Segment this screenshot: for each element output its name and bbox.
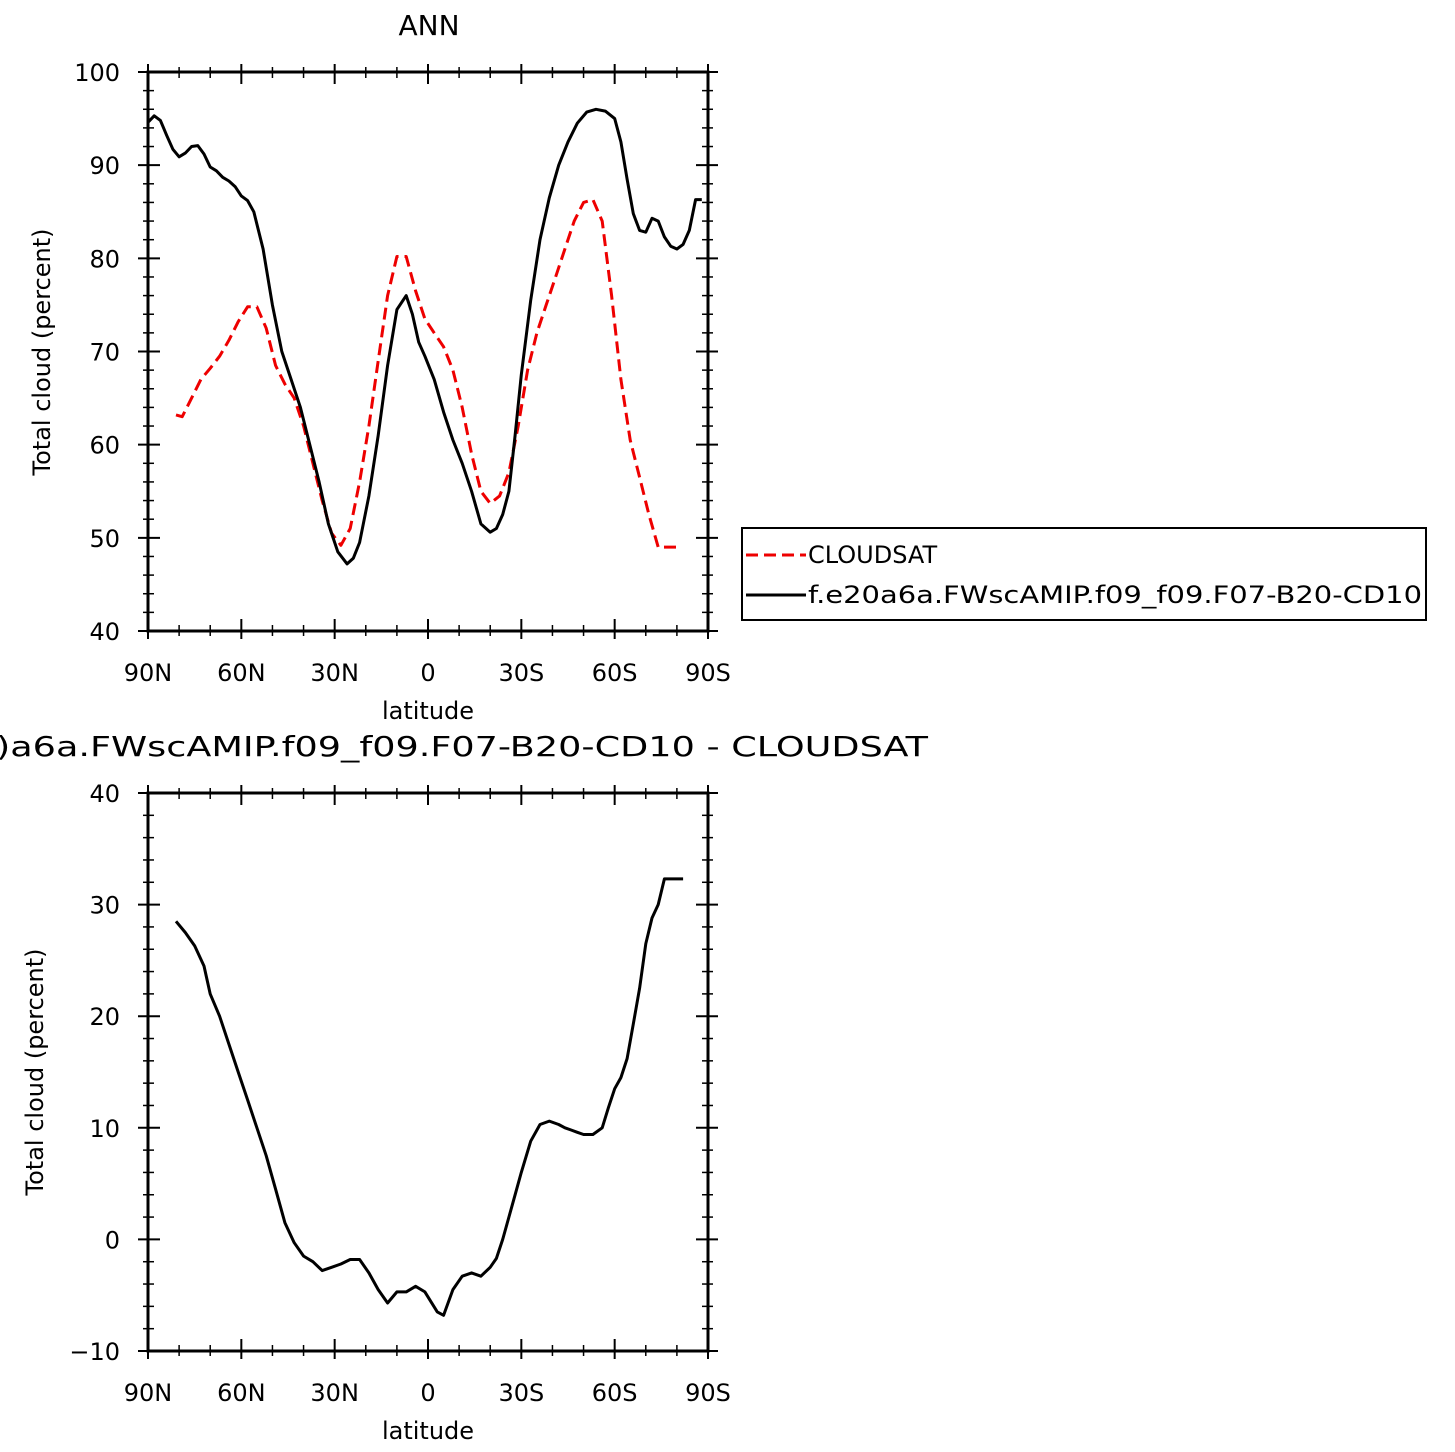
top-x-tick-label: 30S: [498, 659, 544, 687]
bottom-axis-ticks: [138, 785, 718, 1359]
bottom-x-axis-label: latitude: [382, 1417, 474, 1445]
top-y-tick-label: 60: [89, 432, 120, 460]
top-y-axis-label: Total cloud (percent): [28, 229, 56, 477]
top-axis-ticks: [138, 64, 718, 639]
bottom-x-tick-label: 90N: [124, 1379, 173, 1407]
top-x-axis-label: latitude: [382, 697, 474, 725]
top-y-tick-label: 80: [89, 245, 120, 273]
bottom-y-tick-label: 20: [89, 1003, 120, 1031]
top-series-line-model: [146, 107, 702, 566]
top-plot-title: ANN: [398, 9, 459, 42]
top-x-tick-label: 90N: [124, 659, 173, 687]
top-y-tick-labels: 40 50 60 70 80 90 100: [74, 59, 120, 646]
bottom-x-tick-label: 60S: [592, 1379, 638, 1407]
bottom-y-axis-label: Total cloud (percent): [21, 949, 49, 1197]
bottom-plot-title: )a6a.FWscAMIP.f09_f09.F07-B20-CD10 - CLO…: [0, 730, 929, 763]
top-x-tick-label: 60N: [217, 659, 266, 687]
top-x-tick-label: 60S: [592, 659, 638, 687]
bottom-y-tick-label: −10: [69, 1338, 120, 1366]
bottom-y-tick-label: 40: [89, 780, 120, 808]
bottom-series-group: [174, 877, 684, 1317]
top-x-tick-label: 90S: [685, 659, 731, 687]
bottom-x-tick-labels: 90N 60N 30N 0 30S 60S 90S: [124, 1379, 731, 1407]
bottom-series-line-model: [174, 877, 684, 1317]
top-y-tick-label: 50: [89, 525, 120, 553]
bottom-panel: )a6a.FWscAMIP.f09_f09.F07-B20-CD10 - CLO…: [0, 730, 929, 1445]
bottom-y-tick-label: 10: [89, 1115, 120, 1143]
top-y-tick-label: 100: [74, 59, 120, 87]
top-x-tick-label: 30N: [310, 659, 359, 687]
legend-box: [741, 527, 1427, 621]
bottom-y-tick-label: 30: [89, 892, 120, 920]
bottom-x-tick-label: 90S: [685, 1379, 731, 1407]
top-y-tick-label: 40: [89, 618, 120, 646]
bottom-x-tick-label: 60N: [217, 1379, 266, 1407]
bottom-x-tick-label: 30N: [310, 1379, 359, 1407]
legend-label-cloudsat: CLOUDSAT: [808, 541, 937, 569]
bottom-x-tick-label: 0: [420, 1379, 435, 1407]
bottom-y-tick-label: 0: [105, 1226, 120, 1254]
top-y-tick-label: 90: [89, 152, 120, 180]
bottom-y-tick-labels: −10 0 10 20 30 40: [69, 780, 120, 1366]
top-panel: ANN 90N 60N 30N 0 30S 60S 90S 405060708090100 …: [28, 9, 731, 725]
legend: CLOUDSAT f.e20a6a.FWscAMIP.f09_f09.F07-B…: [741, 527, 1427, 621]
bottom-x-tick-label: 30S: [498, 1379, 544, 1407]
legend-label-model: f.e20a6a.FWscAMIP.f09_f09.F07-B20-CD10: [808, 581, 1422, 609]
top-series-line-cloudsat: [175, 198, 680, 549]
top-x-tick-label: 0: [420, 659, 435, 687]
top-series-group: [146, 107, 702, 566]
top-y-tick-label: 70: [89, 339, 120, 367]
top-x-tick-labels: 90N 60N 30N 0 30S 60S 90S: [124, 659, 731, 687]
